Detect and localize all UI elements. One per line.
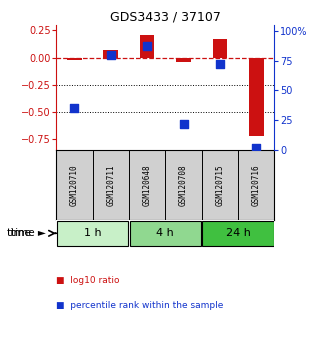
Text: ■  log10 ratio: ■ log10 ratio [56,276,120,285]
Text: GSM120708: GSM120708 [179,164,188,206]
Text: GSM120711: GSM120711 [106,164,115,206]
Bar [103,50,118,57]
Text: GSM120716: GSM120716 [252,164,261,206]
Text: 4 h: 4 h [156,228,174,238]
Bar [176,57,191,62]
Text: ■  percentile rank within the sample: ■ percentile rank within the sample [56,301,223,310]
Text: 1 h: 1 h [84,228,101,238]
Text: 24 h: 24 h [226,228,250,238]
Bar [213,39,227,57]
Point [108,52,113,57]
Text: GSM120648: GSM120648 [143,164,152,206]
Text: time ►: time ► [11,228,46,238]
Point [144,44,150,49]
Bar [67,57,82,60]
Point [254,145,259,151]
FancyBboxPatch shape [57,221,128,246]
Text: GSM120710: GSM120710 [70,164,79,206]
FancyBboxPatch shape [130,221,201,246]
Text: GSM120715: GSM120715 [215,164,224,206]
Point [217,61,222,67]
Bar [249,57,264,136]
Bar [140,35,154,57]
Text: time: time [6,228,32,238]
Point [181,121,186,127]
FancyBboxPatch shape [203,221,274,246]
Point [72,105,77,111]
Title: GDS3433 / 37107: GDS3433 / 37107 [110,11,221,24]
